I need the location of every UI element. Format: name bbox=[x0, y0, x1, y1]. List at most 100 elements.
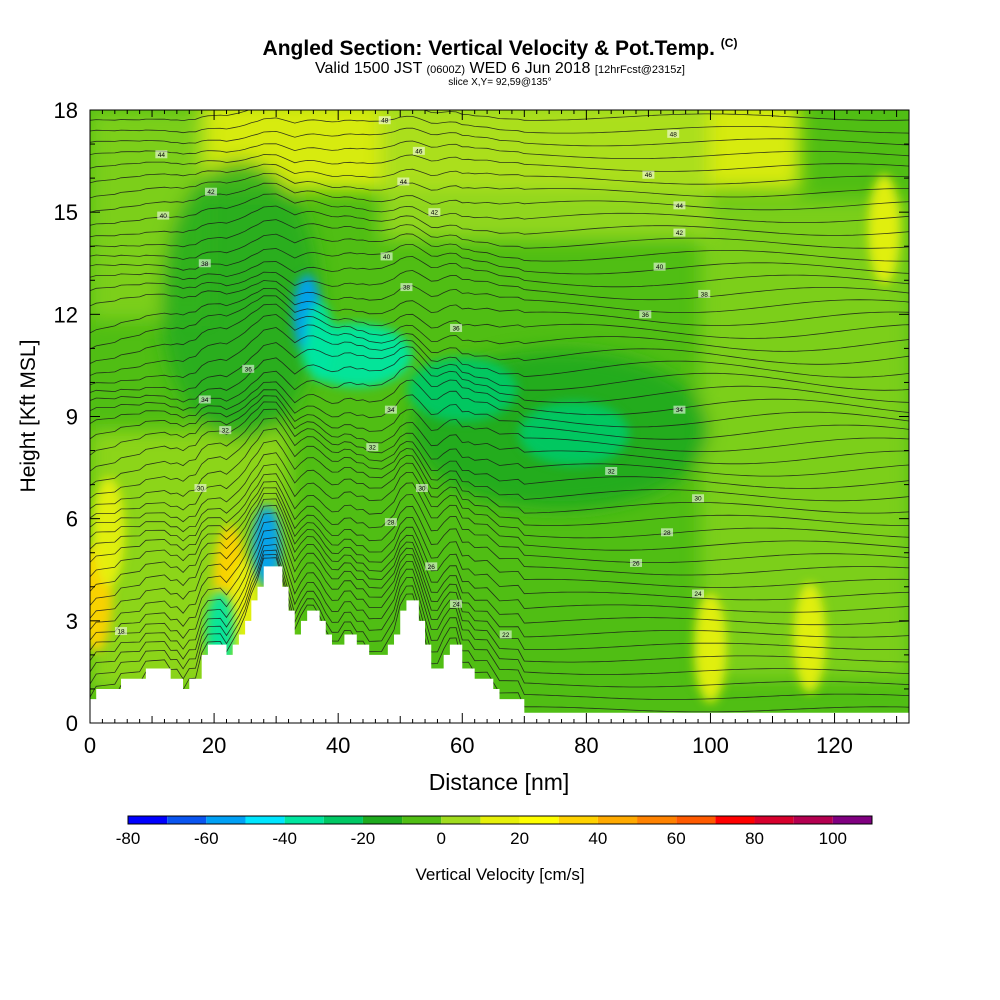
isentrope-label: 48 bbox=[667, 129, 680, 138]
isentrope-line bbox=[90, 543, 909, 675]
isentrope-line bbox=[90, 303, 909, 364]
isentrope-label-text: 26 bbox=[632, 560, 640, 567]
isentrope-label-text: 22 bbox=[502, 632, 510, 639]
colorbar-frame bbox=[127, 815, 873, 825]
isentrope-label-background bbox=[378, 116, 391, 125]
x-tick-label: 0 bbox=[84, 733, 96, 758]
isentrope-line bbox=[90, 553, 909, 700]
isentrope-line bbox=[90, 172, 909, 199]
isentrope-label: 26 bbox=[630, 558, 642, 567]
isentrope-line bbox=[90, 256, 909, 288]
colorbar-swatch bbox=[715, 816, 755, 824]
y-axis-label: Height [Kft MSL] bbox=[17, 340, 40, 493]
isentrope-label: 36 bbox=[450, 323, 463, 332]
colorbar-tick-label: 0 bbox=[437, 829, 446, 848]
terrain bbox=[90, 566, 909, 723]
isentrope-label-text: 40 bbox=[383, 254, 391, 261]
isentrope-line bbox=[90, 401, 909, 472]
isentrope-label-text: 44 bbox=[158, 152, 166, 159]
isentrope-label-text: 36 bbox=[245, 366, 253, 373]
isentrope-label: 42 bbox=[673, 228, 686, 237]
isentrope-label-text: 26 bbox=[428, 564, 436, 571]
isentrope-line bbox=[90, 549, 909, 688]
isentrope-line bbox=[90, 163, 909, 185]
isentrope-label-text: 42 bbox=[207, 189, 215, 196]
isentrope-line bbox=[90, 452, 909, 528]
isentrope-label-background bbox=[194, 484, 207, 493]
isentrope-label: 32 bbox=[605, 466, 618, 475]
isentrope-label-text: 28 bbox=[663, 530, 671, 537]
isentrope-label-text: 34 bbox=[201, 397, 209, 404]
isentrope-label-background bbox=[425, 562, 438, 571]
downdraft-cell bbox=[252, 505, 281, 586]
colorbar-tick-label: 60 bbox=[667, 829, 686, 848]
y-tick-label: 15 bbox=[54, 200, 78, 225]
isentrope-label-background bbox=[698, 289, 711, 298]
isentrope-label: 46 bbox=[642, 170, 655, 179]
isentrope-label-text: 24 bbox=[452, 601, 460, 608]
valid-date: WED 6 Jun 2018 bbox=[469, 60, 591, 77]
isentrope-label: 28 bbox=[384, 518, 397, 527]
isentrope-line bbox=[90, 366, 909, 416]
downdraft-cell bbox=[518, 401, 629, 466]
colorbar-swatch bbox=[284, 816, 324, 824]
isentrope-label-background bbox=[397, 177, 410, 186]
isentrope-label-background bbox=[450, 599, 463, 608]
isentrope-label-text: 28 bbox=[387, 520, 395, 527]
colorbar-swatch bbox=[167, 816, 207, 824]
isentrope-label-background bbox=[115, 627, 128, 636]
colorbar-swatch bbox=[676, 816, 716, 824]
colorbar-tick-label: -20 bbox=[351, 829, 376, 848]
isentrope-line bbox=[90, 473, 909, 551]
x-tick-label: 80 bbox=[574, 733, 598, 758]
isentrope-label: 44 bbox=[673, 201, 686, 210]
colorbar-tick-label: 80 bbox=[745, 829, 764, 848]
isentrope-line bbox=[90, 487, 909, 578]
isentrope-label-text: 38 bbox=[701, 291, 709, 298]
isentrope-label-background bbox=[198, 259, 211, 268]
isentrope-label-background bbox=[661, 528, 674, 537]
isentrope-label-background bbox=[673, 201, 686, 210]
isentrope-line bbox=[90, 428, 909, 510]
isentrope-label-text: 30 bbox=[418, 486, 426, 493]
isentrope-label-text: 32 bbox=[222, 428, 230, 435]
isentrope-label-text: 32 bbox=[608, 468, 616, 475]
isentrope-line bbox=[90, 287, 909, 334]
isentrope-label-text: 36 bbox=[642, 312, 650, 319]
colorbar-swatch bbox=[754, 816, 794, 824]
isentrope-label: 28 bbox=[661, 528, 674, 537]
isentrope-label-background bbox=[219, 426, 232, 435]
isentrope-label: 24 bbox=[692, 589, 705, 598]
isentrope-line bbox=[90, 219, 909, 249]
isentrope-label-background bbox=[157, 211, 170, 220]
isentrope-label-text: 40 bbox=[656, 264, 664, 271]
isentrope-line bbox=[90, 270, 909, 301]
colorbar-swatch bbox=[519, 816, 559, 824]
isentrope-label: 44 bbox=[397, 177, 410, 186]
upper-left-downdraft-band bbox=[160, 160, 320, 440]
y-tick-label: 0 bbox=[66, 711, 78, 736]
copyright-mark: (C) bbox=[720, 36, 738, 50]
isentrope-label-text: 46 bbox=[415, 148, 423, 155]
isentrope-label-text: 32 bbox=[369, 445, 377, 452]
isentrope-label: 30 bbox=[194, 484, 207, 493]
isentrope-label-text: 40 bbox=[160, 213, 168, 220]
isentrope-labels: 48 44 46 48 46 42 44 44 40 42 42 38 40 40 38 38 36 36 36 34… bbox=[115, 116, 711, 639]
isentrope-line bbox=[90, 379, 909, 428]
isentropes bbox=[90, 110, 909, 713]
isentrope-line bbox=[90, 528, 909, 651]
colorbar-swatch bbox=[206, 816, 246, 824]
isentrope-label-background bbox=[366, 443, 379, 452]
isentrope-label-text: 38 bbox=[403, 285, 411, 292]
isentrope-label-text: 24 bbox=[694, 591, 702, 598]
y-tick-label: 6 bbox=[66, 507, 78, 532]
chart-title: Angled Section: Vertical Velocity & Pot.… bbox=[0, 36, 1000, 61]
isentrope-label: 48 bbox=[378, 116, 391, 125]
isentrope-line bbox=[90, 182, 909, 213]
isentrope-label: 38 bbox=[698, 289, 711, 298]
isentrope-label: 40 bbox=[653, 262, 666, 271]
isentrope-label-text: 42 bbox=[431, 210, 439, 217]
isentrope-label: 42 bbox=[428, 208, 441, 217]
isentrope-line bbox=[90, 481, 909, 563]
updraft-cell bbox=[793, 582, 826, 693]
